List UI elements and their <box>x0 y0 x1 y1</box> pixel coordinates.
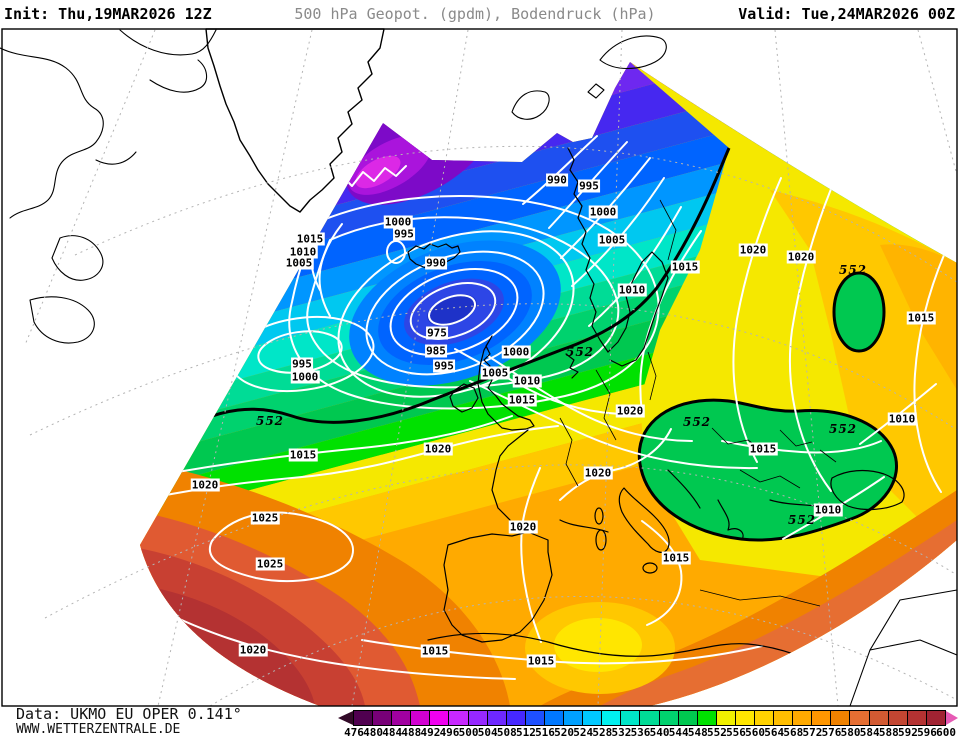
colorbar-tick-value: 572 <box>802 726 823 739</box>
colorbar-tick-value: 584 <box>859 726 880 739</box>
colorbar-tick-value: 564 <box>764 726 785 739</box>
colorbar-left-arrow-icon <box>338 711 353 725</box>
colorbar-cell <box>697 711 717 725</box>
colorbar-cell <box>487 711 507 725</box>
colorbar-tick-value: 544 <box>668 726 689 739</box>
geopotential-colorbar: 476 480 484 488 492 496 500 504 508 512 516 520 524 5… <box>338 710 959 741</box>
colorbar-cell <box>678 711 698 725</box>
colorbar-cell <box>716 711 736 725</box>
colorbar-cells-row <box>338 710 958 726</box>
colorbar-tick-value: 512 <box>515 726 536 739</box>
colorbar-cell <box>544 711 565 725</box>
colorbar-tick-value: 492 <box>420 726 441 739</box>
colorbar-tick-value: 540 <box>649 726 670 739</box>
colorbar-tick-value: 576 <box>821 726 842 739</box>
colorbar-tick-value: 600 <box>936 726 957 739</box>
colorbar-tick-labels: 476 480 484 488 492 496 500 504 508 512 516 520 524 5… <box>338 726 959 739</box>
colorbar-tick-value: 596 <box>917 726 937 739</box>
colorbar-tick-value: 528 <box>592 726 613 739</box>
colorbar-tick-value: 588 <box>878 726 899 739</box>
colorbar-tick-value: 552 <box>706 726 727 739</box>
colorbar-cell <box>735 711 755 725</box>
colorbar-cell <box>888 711 908 725</box>
colorbar-tick-value: 568 <box>783 726 804 739</box>
colorbar-cell <box>793 711 813 725</box>
colorbar-cell <box>754 711 775 725</box>
map-frame <box>1 28 958 707</box>
colorbar-tick-value: 480 <box>363 726 384 739</box>
colorbar-cell <box>392 711 412 725</box>
colorbar-right-arrow-icon <box>945 711 958 725</box>
colorbar-cell <box>869 711 889 725</box>
colorbar-cell <box>831 711 851 725</box>
colorbar-cell <box>525 711 545 725</box>
colorbar-tick-value: 548 <box>687 726 708 739</box>
colorbar-cell <box>411 711 431 725</box>
colorbar-cell <box>640 711 660 725</box>
colorbar-tick-value: 536 <box>630 726 651 739</box>
colorbar-tick-value: 524 <box>573 726 594 739</box>
colorbar-tick-value: 476 <box>344 726 364 739</box>
colorbar-cell <box>659 711 679 725</box>
colorbar-tick-value: 484 <box>382 726 403 739</box>
colorbar-cell <box>449 711 469 725</box>
website-label: WWW.WETTERZENTRALE.DE <box>16 722 181 737</box>
init-time-label: Init: Thu,19MAR2026 12Z <box>4 5 212 23</box>
outer-geography <box>0 28 958 707</box>
geopotential-fill-field <box>140 62 957 706</box>
country-borders <box>559 199 837 607</box>
data-source-label: Data: UKMO EU OPER 0.141° <box>16 705 242 723</box>
greenland-landmass <box>205 28 385 213</box>
colorbar-tick-value: 496 <box>439 726 460 739</box>
colorbar-tick-value: 520 <box>554 726 575 739</box>
colorbar-cell <box>506 711 526 725</box>
map-title: 500 hPa Geopot. (gpdm), Bodendruck (hPa) <box>294 5 656 23</box>
colorbar-cell <box>850 711 870 725</box>
colorbar-tick-value: 532 <box>611 726 632 739</box>
colorbar-cell <box>583 711 603 725</box>
colorbar-cell <box>774 711 794 725</box>
colorbar-cell <box>907 711 927 725</box>
colorbar-cell <box>812 711 832 725</box>
colorbar-cell <box>468 711 488 725</box>
graticule-grid <box>24 29 958 707</box>
colorbar-tick-value: 556 <box>726 726 746 739</box>
colorbar-tick-value: 516 <box>535 726 555 739</box>
colorbar-cell <box>354 711 374 725</box>
colorbar-cell <box>373 711 393 725</box>
colorbar-cell <box>564 711 584 725</box>
colorbar-tick-value: 580 <box>840 726 861 739</box>
colorbar-cell <box>430 711 450 725</box>
colorbar-cell <box>926 711 945 725</box>
colorbar-tick-value: 488 <box>401 726 422 739</box>
colorbar-tick-value: 500 <box>458 726 479 739</box>
colorbar-tick-value: 504 <box>477 726 498 739</box>
valid-time-label: Valid: Tue,24MAR2026 00Z <box>738 5 955 23</box>
colorbar-tick-value: 592 <box>897 726 918 739</box>
colorbar-cell <box>621 711 641 725</box>
map-footer: Data: UKMO EU OPER 0.141° WWW.WETTERZENT… <box>16 706 346 737</box>
coastlines <box>407 147 905 685</box>
colorbar-tick-value: 560 <box>745 726 766 739</box>
map-header: Init: Thu,19MAR2026 12Z 500 hPa Geopot. … <box>0 0 959 29</box>
colorbar-tick-value: 508 <box>496 726 517 739</box>
colorbar-cell <box>602 711 622 725</box>
